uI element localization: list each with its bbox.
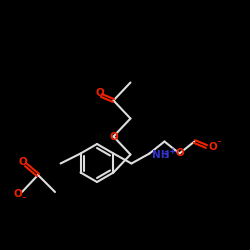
Text: O: O (14, 189, 22, 199)
Text: O: O (18, 157, 28, 167)
Text: O: O (95, 88, 104, 98)
Text: ⁻: ⁻ (216, 139, 221, 148)
Text: O: O (175, 148, 184, 158)
Text: 3: 3 (164, 151, 169, 160)
Text: ⁻: ⁻ (22, 196, 26, 204)
Text: O: O (208, 142, 217, 152)
Text: NH: NH (152, 150, 170, 160)
Text: +: + (170, 147, 177, 156)
Text: O: O (109, 132, 118, 141)
